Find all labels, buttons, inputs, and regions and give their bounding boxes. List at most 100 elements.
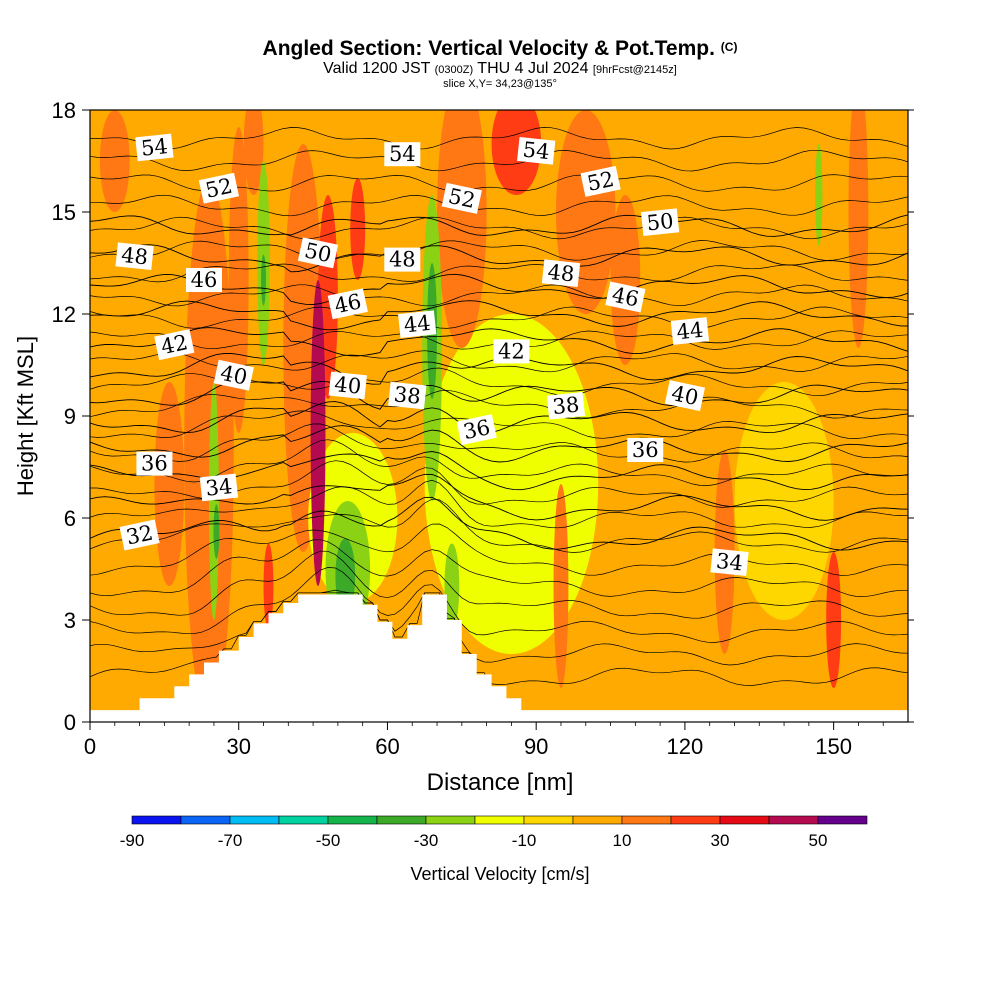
- isentrope-labels: 32 34 36 38 40 42 44 46 48 50 52 54 54 54 52 52 50 48 48 46…: [115, 133, 749, 577]
- velocity-cell: [335, 538, 356, 614]
- isentrope-label-box: [154, 329, 195, 361]
- x-tick-label: 150: [815, 734, 852, 759]
- isentrope-label-text: 42: [159, 330, 190, 359]
- isentrope-label: 42: [154, 329, 195, 361]
- isentrope-40: [90, 401, 908, 434]
- isentrope-label-box: [541, 259, 581, 288]
- isentrope-minor: [90, 567, 908, 643]
- x-tick-label: 90: [524, 734, 548, 759]
- isentrope-label: 54: [517, 136, 556, 165]
- isentrope-54: [90, 214, 908, 237]
- isentrope-label-box: [297, 237, 339, 269]
- isentrope-label: 46: [327, 288, 368, 320]
- isentrope-label: 38: [388, 381, 427, 410]
- isentrope-label-text: 48: [389, 248, 416, 272]
- colorbar-swatch: [474, 815, 525, 825]
- isentrope-minor: [90, 592, 908, 686]
- x-tick-label: 120: [667, 734, 704, 759]
- velocity-cell: [154, 382, 185, 586]
- colorbar-swatch: [131, 815, 182, 825]
- isentrope-label-text: 42: [498, 339, 525, 363]
- isentrope-label-box: [198, 172, 240, 204]
- isentrope-label-text: 38: [393, 382, 422, 409]
- isentrope-label-text: 46: [332, 289, 363, 318]
- isentrope-minor: [90, 423, 908, 463]
- isentrope-label: 52: [441, 182, 482, 214]
- isentrope-minor: [90, 550, 908, 619]
- isentrope-label-box: [199, 473, 239, 502]
- isentrope-label-text: 40: [669, 381, 700, 410]
- colorbar-swatch: [278, 815, 329, 825]
- isentrope-minor: [90, 149, 908, 172]
- isentrope-label: 48: [384, 247, 421, 272]
- valid-date: THU 4 Jul 2024: [477, 60, 589, 77]
- isentrope-label: 42: [493, 339, 530, 364]
- isentrope-label-text: 50: [646, 209, 675, 236]
- isentrope-label-box: [136, 451, 173, 476]
- isentrope-label: 34: [710, 548, 749, 577]
- velocity-cell: [208, 382, 219, 620]
- terrain-mask: [90, 594, 908, 722]
- colorbar-swatch: [523, 815, 574, 825]
- isentrope-label: 40: [328, 371, 367, 400]
- velocity-cell: [350, 178, 366, 280]
- isentrope-label-text: 40: [218, 361, 249, 390]
- isentrope-label-box: [493, 339, 530, 364]
- velocity-cell: [263, 543, 274, 629]
- colorbar-tick-label: -70: [218, 831, 243, 850]
- velocity-cell: [99, 110, 130, 212]
- isentrope-minor: [90, 216, 908, 240]
- colorbar-swatch: [719, 815, 770, 825]
- isentrope-label-box: [664, 380, 706, 412]
- isentrope-minor: [90, 389, 908, 419]
- isentrope-label-text: 46: [610, 282, 641, 311]
- isentrope-minor: [90, 523, 908, 576]
- colorbar-swatch: [229, 815, 280, 825]
- y-tick-label: 15: [52, 200, 76, 225]
- isentrope-label-box: [186, 268, 222, 292]
- isentrope-label-text: 54: [389, 142, 416, 166]
- isentrope-38: [90, 425, 908, 463]
- colorbar-tick-label: 50: [809, 831, 828, 850]
- y-tick-label: 0: [64, 710, 76, 735]
- isentrope-label-text: 50: [302, 238, 333, 267]
- valid-time: Valid 1200 JST (0300Z) THU 4 Jul 2024 [9…: [0, 60, 1000, 78]
- y-tick-label: 18: [52, 98, 76, 123]
- isentrope-label-text: 52: [203, 174, 234, 203]
- isentrope-minor: [90, 498, 908, 553]
- isentrope-minor: [90, 127, 908, 150]
- isentrope-label-box: [640, 208, 680, 237]
- isentrope-label-text: 54: [522, 137, 551, 164]
- isentrope-label-box: [115, 242, 154, 271]
- forecast-info: [9hrFcst@2145z]: [592, 64, 677, 76]
- colorbar-swatch: [768, 815, 819, 825]
- isentrope-label-box: [398, 310, 437, 339]
- velocity-cell: [815, 144, 823, 246]
- isentrope-label-box: [328, 371, 367, 400]
- isentrope-label-box: [710, 548, 749, 577]
- isentrope-label-text: 36: [141, 452, 168, 476]
- isentrope-label-box: [546, 391, 586, 420]
- x-tick-label: 30: [226, 734, 250, 759]
- isentrope-label: 50: [640, 208, 680, 237]
- isentrope-label-box: [441, 182, 482, 214]
- colorbar-swatch: [327, 815, 378, 825]
- isentrope-label-text: 44: [403, 311, 432, 338]
- isentrope-minor: [90, 306, 908, 329]
- isentrope-minor: [90, 439, 908, 486]
- isentrope-label: 38: [546, 391, 586, 420]
- velocity-cell: [228, 127, 249, 433]
- isentrope-label: 36: [456, 414, 497, 446]
- isentrope-label-box: [388, 381, 427, 410]
- isentrope-label: 40: [213, 359, 254, 391]
- isentrope-34: [90, 473, 908, 521]
- copyright-mark: (C): [720, 40, 738, 54]
- isentrope-label-text: 48: [120, 243, 149, 270]
- isentrope-minor: [90, 589, 908, 666]
- isentrope-label: 40: [664, 380, 706, 412]
- x-tick-label: 60: [375, 734, 399, 759]
- velocity-cell: [213, 504, 220, 559]
- isentrope-minor: [90, 194, 908, 217]
